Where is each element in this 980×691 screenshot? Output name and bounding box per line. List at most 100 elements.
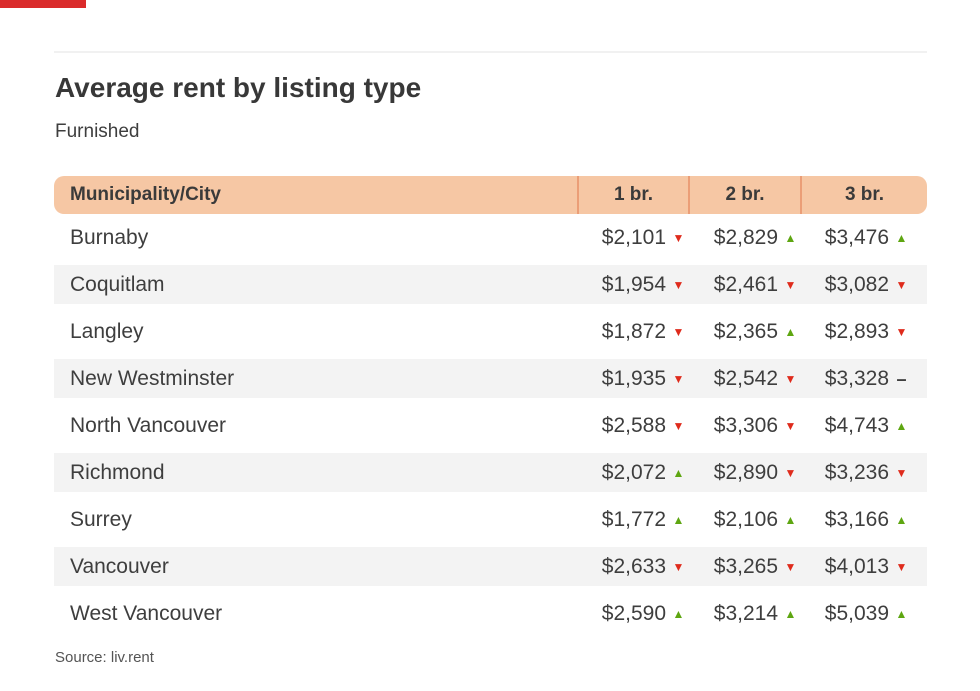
trend-down-icon: ▼ [784,277,797,292]
table-row: Vancouver $2,633 ▼ $3,265 ▼ $4,013 ▼ [54,543,927,590]
table-row: Burnaby $2,101 ▼ $2,829 ▲ $3,476 ▲ [54,214,927,261]
rent-value-3br: $3,082 [824,272,889,296]
rent-value-3br: $3,236 [824,460,889,484]
rent-value-2br: $2,890 [713,460,778,484]
municipality-name: New Westminster [70,366,235,390]
municipality-name: Coquitlam [70,272,165,296]
rent-cell-2br: $2,890 ▼ [688,461,800,485]
rent-cell-3br: $3,166 ▲ [800,508,927,532]
rent-cell-1br: $2,072 ▲ [577,461,688,485]
trend-down-icon: ▼ [895,559,908,574]
rent-value-2br: $3,265 [713,554,778,578]
table-row: West Vancouver $2,590 ▲ $3,214 ▲ $5,039 ▲ [54,590,927,637]
rent-value-1br: $2,101 [601,225,666,249]
rent-cell-2br: $2,542 ▼ [688,367,800,391]
trend-up-icon: ▲ [784,230,797,245]
trend-up-icon: ▲ [784,512,797,527]
trend-down-icon: ▼ [895,324,908,339]
municipality-name: Burnaby [70,225,149,249]
rent-value-2br: $3,306 [713,413,778,437]
trend-down-icon: ▼ [672,418,685,433]
trend-up-icon: ▲ [784,324,797,339]
table-row: North Vancouver $2,588 ▼ $3,306 ▼ $4,743 ▲ [54,402,927,449]
rent-value-3br: $3,166 [824,507,889,531]
rent-cell-1br: $2,588 ▼ [577,414,688,438]
table-row: Coquitlam $1,954 ▼ $2,461 ▼ $3,082 ▼ [54,261,927,308]
rent-value-2br: $2,106 [713,507,778,531]
table-body: Burnaby $2,101 ▼ $2,829 ▲ $3,476 ▲ Coquitla… [54,214,927,637]
municipality-name: Richmond [70,460,165,484]
table-row: New Westminster $1,935 ▼ $2,542 ▼ $3,328– [54,355,927,402]
rent-value-3br: $2,893 [824,319,889,343]
rent-value-1br: $2,072 [601,460,666,484]
rent-cell-1br: $1,954 ▼ [577,273,688,297]
trend-up-icon: ▲ [895,606,908,621]
rent-cell-3br: $3,082 ▼ [800,273,927,297]
municipality-name: North Vancouver [70,413,227,437]
trend-down-icon: ▼ [784,559,797,574]
rent-cell-3br: $3,328– [800,367,927,391]
municipality-name: Langley [70,319,144,343]
municipality-name: West Vancouver [70,601,223,625]
rent-value-3br: $4,013 [824,554,889,578]
rent-cell-1br: $2,633 ▼ [577,555,688,579]
rent-cell-3br: $3,236 ▼ [800,461,927,485]
rent-cell-3br: $5,039 ▲ [800,602,927,626]
rent-cell-2br: $2,829 ▲ [688,226,800,250]
rent-cell-1br: $1,772 ▲ [577,508,688,532]
top-divider-line [54,51,927,53]
rent-value-3br: $3,476 [824,225,889,249]
trend-up-icon: ▲ [784,606,797,621]
rent-value-1br: $2,588 [601,413,666,437]
rent-value-2br: $2,542 [713,366,778,390]
rent-cell-2br: $3,214 ▲ [688,602,800,626]
municipality-name: Vancouver [70,554,169,578]
trend-down-icon: ▼ [672,324,685,339]
trend-down-icon: ▼ [672,277,685,292]
column-header-3br: 3 br. [800,176,927,214]
rent-value-2br: $3,214 [713,601,778,625]
rent-cell-3br: $4,013 ▼ [800,555,927,579]
municipality-name: Surrey [70,507,132,531]
trend-down-icon: ▼ [895,465,908,480]
table-header-row: Municipality/City 1 br. 2 br. 3 br. [54,176,927,214]
trend-down-icon: ▼ [672,371,685,386]
table-row: Richmond $2,072 ▲ $2,890 ▼ $3,236 ▼ [54,449,927,496]
trend-up-icon: ▲ [895,512,908,527]
rent-cell-1br: $1,935 ▼ [577,367,688,391]
brand-accent-bar [0,0,86,8]
rent-cell-3br: $3,476 ▲ [800,226,927,250]
table-row: Langley $1,872 ▼ $2,365 ▲ $2,893 ▼ [54,308,927,355]
rent-cell-2br: $2,365 ▲ [688,320,800,344]
trend-down-icon: ▼ [784,418,797,433]
rent-value-2br: $2,461 [713,272,778,296]
page-subtitle: Furnished [55,121,140,142]
trend-down-icon: ▼ [895,277,908,292]
column-header-1br: 1 br. [577,176,688,214]
rent-cell-2br: $3,265 ▼ [688,555,800,579]
trend-down-icon: ▼ [784,465,797,480]
rent-cell-2br: $3,306 ▼ [688,414,800,438]
rent-cell-2br: $2,106 ▲ [688,508,800,532]
trend-down-icon: ▼ [672,559,685,574]
rent-cell-1br: $1,872 ▼ [577,320,688,344]
rent-value-2br: $2,829 [713,225,778,249]
rent-value-1br: $1,954 [601,272,666,296]
column-header-2br: 2 br. [688,176,800,214]
table-row: Surrey $1,772 ▲ $2,106 ▲ $3,166 ▲ [54,496,927,543]
trend-up-icon: ▲ [672,606,685,621]
rent-value-1br: $1,772 [601,507,666,531]
rent-cell-3br: $2,893 ▼ [800,320,927,344]
rent-value-1br: $2,633 [601,554,666,578]
rent-value-1br: $2,590 [601,601,666,625]
trend-down-icon: ▼ [672,230,685,245]
trend-down-icon: ▼ [784,371,797,386]
trend-up-icon: ▲ [895,230,908,245]
source-text: Source: liv.rent [55,649,154,666]
rent-value-1br: $1,935 [601,366,666,390]
column-header-municipality: Municipality/City [70,184,221,205]
trend-up-icon: ▲ [672,465,685,480]
rent-value-3br: $5,039 [824,601,889,625]
trend-up-icon: ▲ [672,512,685,527]
rent-value-1br: $1,872 [601,319,666,343]
